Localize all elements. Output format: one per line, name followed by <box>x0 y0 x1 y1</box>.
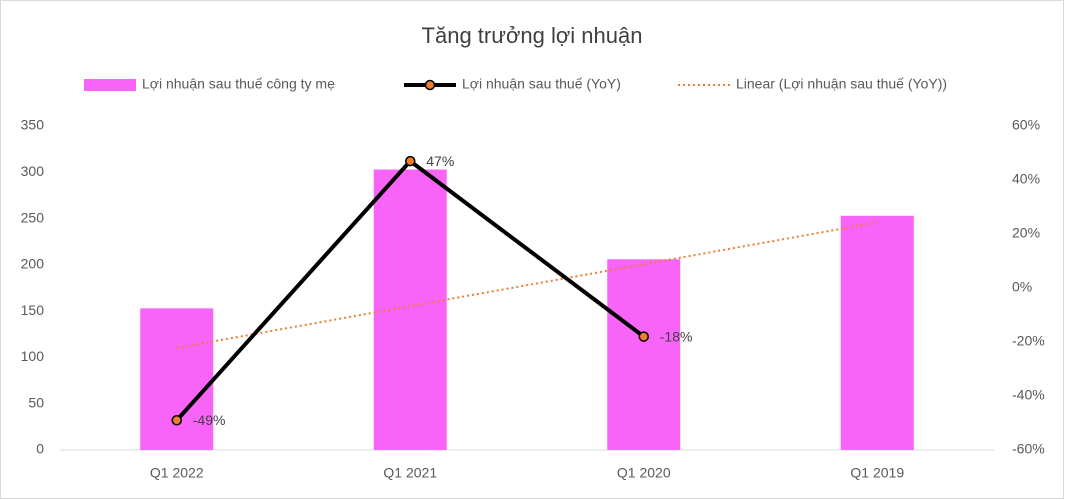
legend-swatch <box>84 79 136 91</box>
bar <box>607 259 681 450</box>
y-tick-label: 250 <box>21 209 45 225</box>
y-tick-label: 50 <box>28 394 44 410</box>
y-tick-label: 300 <box>21 163 45 179</box>
chart-title: Tăng trưởng lợi nhuận <box>422 23 643 48</box>
y-tick-label: 200 <box>21 256 45 272</box>
y-tick-label: 0 <box>36 441 44 457</box>
bar <box>840 215 914 450</box>
value-label: -49% <box>193 412 226 428</box>
value-label: -18% <box>660 328 693 344</box>
y2-tick-label: -60% <box>1012 441 1045 457</box>
y-tick-label: 100 <box>21 348 45 364</box>
value-label: 47% <box>426 153 454 169</box>
line-marker <box>405 155 416 167</box>
y2-tick-label: 60% <box>1012 117 1040 133</box>
legend-label: Lợi nhuận sau thuế công ty mẹ <box>142 76 335 92</box>
y2-tick-label: 20% <box>1012 225 1040 241</box>
bar <box>373 169 447 450</box>
y-tick-label: 150 <box>21 302 45 318</box>
legend-label: Lợi nhuận sau thuế (YoY) <box>462 76 621 92</box>
line-marker <box>171 415 182 426</box>
legend-swatch <box>424 79 436 91</box>
bar <box>140 308 214 450</box>
x-tick-label: Q1 2019 <box>850 465 904 481</box>
y2-tick-label: -40% <box>1012 387 1045 403</box>
y2-tick-label: 40% <box>1012 171 1040 187</box>
line-marker <box>638 331 649 342</box>
legend-label: Linear (Lợi nhuận sau thuế (YoY)) <box>736 76 947 92</box>
x-tick-label: Q1 2021 <box>383 465 437 481</box>
y-tick-label: 350 <box>21 117 45 133</box>
x-tick-label: Q1 2020 <box>617 465 671 481</box>
y2-tick-label: -20% <box>1012 333 1045 349</box>
trendline <box>176 221 878 349</box>
y2-tick-label: 0% <box>1012 279 1032 295</box>
x-tick-label: Q1 2022 <box>150 465 204 481</box>
